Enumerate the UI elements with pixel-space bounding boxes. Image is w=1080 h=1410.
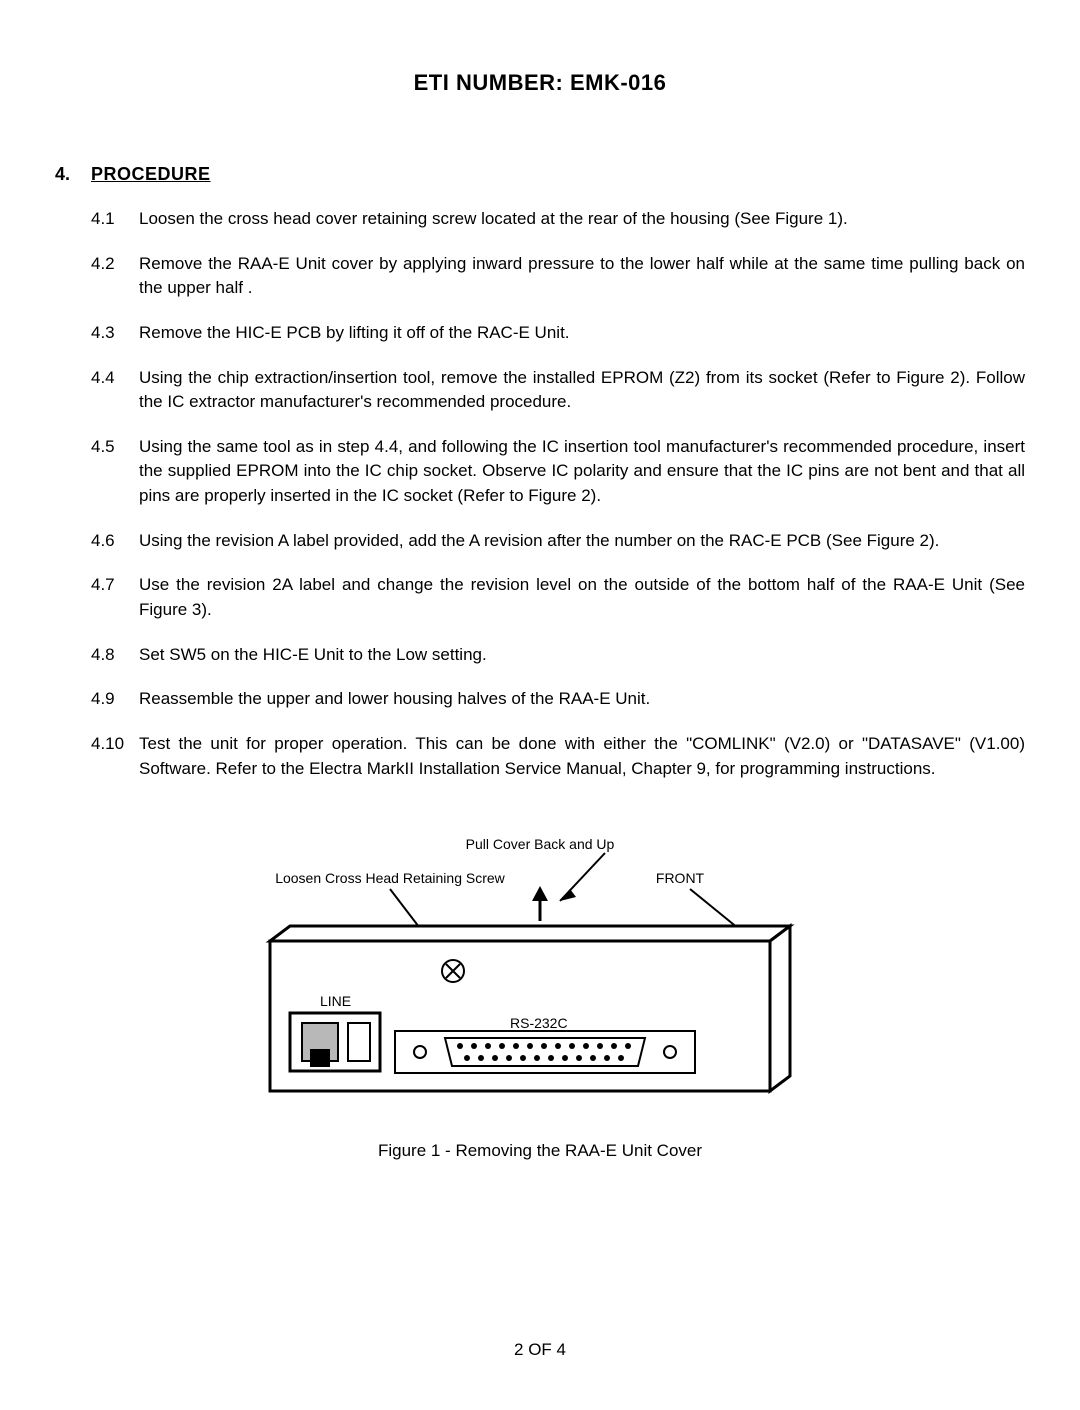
line-connector-tab xyxy=(310,1049,330,1067)
step-text: Using the same tool as in step 4.4, and … xyxy=(139,435,1025,509)
step-text: Using the chip extraction/insertion tool… xyxy=(139,366,1025,415)
step-text: Set SW5 on the HIC-E Unit to the Low set… xyxy=(139,643,1025,668)
figure-caption: Figure 1 - Removing the RAA-E Unit Cover xyxy=(55,1141,1025,1161)
step-text: Reassemble the upper and lower housing h… xyxy=(139,687,1025,712)
step-number: 4.4 xyxy=(91,366,139,391)
step-item: 4.9 Reassemble the upper and lower housi… xyxy=(91,687,1025,712)
label-front: FRONT xyxy=(656,870,705,886)
figure-1: Pull Cover Back and Up Loosen Cross Head… xyxy=(55,831,1025,1161)
step-item: 4.3 Remove the HIC-E PCB by lifting it o… xyxy=(91,321,1025,346)
step-number: 4.3 xyxy=(91,321,139,346)
box-top-face xyxy=(270,926,790,941)
step-number: 4.7 xyxy=(91,573,139,598)
step-item: 4.8 Set SW5 on the HIC-E Unit to the Low… xyxy=(91,643,1025,668)
step-text: Test the unit for proper operation. This… xyxy=(139,732,1025,781)
label-line: LINE xyxy=(320,993,351,1009)
step-number: 4.1 xyxy=(91,207,139,232)
step-text: Remove the HIC-E PCB by lifting it off o… xyxy=(139,321,1025,346)
step-text: Remove the RAA-E Unit cover by applying … xyxy=(139,252,1025,301)
page-header: ETI NUMBER: EMK-016 xyxy=(55,70,1025,96)
step-text: Loosen the cross head cover retaining sc… xyxy=(139,207,1025,232)
screw-hole-icon xyxy=(664,1046,676,1058)
step-item: 4.10 Test the unit for proper operation.… xyxy=(91,732,1025,781)
step-number: 4.9 xyxy=(91,687,139,712)
procedure-steps: 4.1 Loosen the cross head cover retainin… xyxy=(91,207,1025,781)
step-number: 4.5 xyxy=(91,435,139,460)
step-number: 4.8 xyxy=(91,643,139,668)
section-title: PROCEDURE xyxy=(91,164,211,185)
step-item: 4.7 Use the revision 2A label and change… xyxy=(91,573,1025,622)
screw-hole-icon xyxy=(414,1046,426,1058)
step-item: 4.1 Loosen the cross head cover retainin… xyxy=(91,207,1025,232)
dsub-connector xyxy=(445,1038,645,1066)
label-pull-cover: Pull Cover Back and Up xyxy=(466,836,615,852)
step-number: 4.6 xyxy=(91,529,139,554)
arrowhead-icon xyxy=(560,889,576,901)
step-item: 4.4 Using the chip extraction/insertion … xyxy=(91,366,1025,415)
section-heading: 4. PROCEDURE xyxy=(55,164,1025,185)
step-text: Use the revision 2A label and change the… xyxy=(139,573,1025,622)
box-side-face xyxy=(770,926,790,1091)
line-connector-side xyxy=(348,1023,370,1061)
label-rs232c: RS-232C xyxy=(510,1015,568,1031)
step-item: 4.2 Remove the RAA-E Unit cover by apply… xyxy=(91,252,1025,301)
step-number: 4.2 xyxy=(91,252,139,277)
page-footer: 2 OF 4 xyxy=(55,1340,1025,1360)
step-item: 4.6 Using the revision A label provided,… xyxy=(91,529,1025,554)
section-number: 4. xyxy=(55,164,91,185)
arrowhead-icon xyxy=(532,886,548,901)
step-text: Using the revision A label provided, add… xyxy=(139,529,1025,554)
step-item: 4.5 Using the same tool as in step 4.4, … xyxy=(91,435,1025,509)
figure-svg: Pull Cover Back and Up Loosen Cross Head… xyxy=(230,831,850,1111)
step-number: 4.10 xyxy=(91,732,139,757)
label-loosen-screw: Loosen Cross Head Retaining Screw xyxy=(275,870,505,886)
